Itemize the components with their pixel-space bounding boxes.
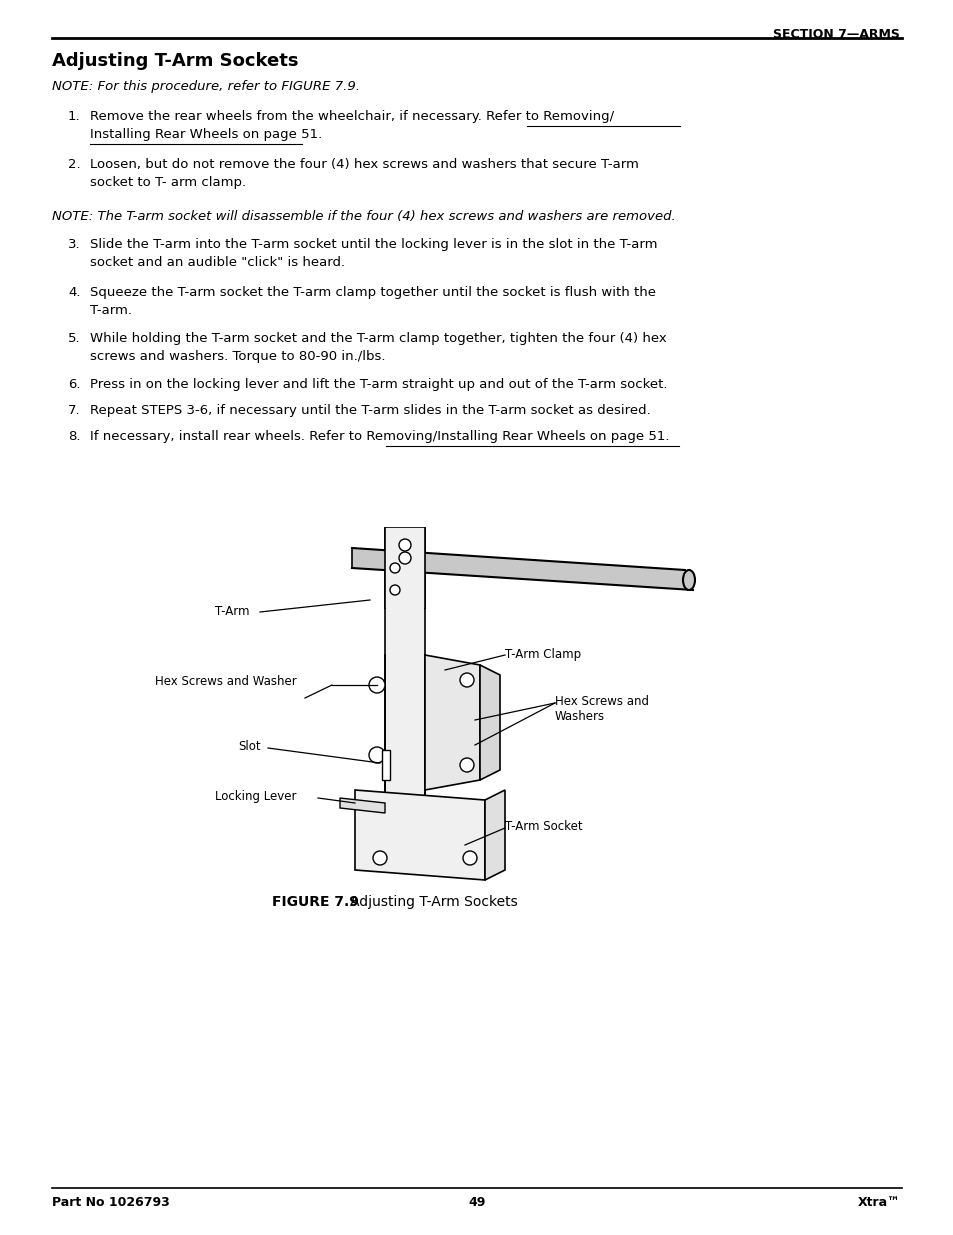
Text: While holding the T-arm socket and the T-arm clamp together, tighten the four (4: While holding the T-arm socket and the T… <box>90 332 666 345</box>
Bar <box>385 529 424 608</box>
Text: Part No 1026793: Part No 1026793 <box>52 1195 170 1209</box>
Text: NOTE: The T-arm socket will disassemble if the four (4) hex screws and washers a: NOTE: The T-arm socket will disassemble … <box>52 210 675 224</box>
Circle shape <box>398 552 411 564</box>
Circle shape <box>390 563 399 573</box>
Text: NOTE: For this procedure, refer to FIGURE 7.9.: NOTE: For this procedure, refer to FIGUR… <box>52 80 359 93</box>
Text: T-Arm Clamp: T-Arm Clamp <box>504 648 580 661</box>
Text: Repeat STEPS 3-6, if necessary until the T-arm slides in the T-arm socket as des: Repeat STEPS 3-6, if necessary until the… <box>90 404 650 417</box>
Text: FIGURE 7.9: FIGURE 7.9 <box>272 895 358 909</box>
Text: Loosen, but do not remove the four (4) hex screws and washers that secure T-arm: Loosen, but do not remove the four (4) h… <box>90 158 639 170</box>
Text: Locking Lever: Locking Lever <box>214 790 296 803</box>
Text: 5.: 5. <box>68 332 81 345</box>
Text: Hex Screws and Washer: Hex Screws and Washer <box>154 676 296 688</box>
Text: 6.: 6. <box>68 378 80 391</box>
Text: Adjusting T-Arm Sockets: Adjusting T-Arm Sockets <box>350 895 517 909</box>
Text: 8.: 8. <box>68 430 80 443</box>
Text: 2.: 2. <box>68 158 81 170</box>
Bar <box>381 750 390 781</box>
Circle shape <box>369 747 385 763</box>
Polygon shape <box>484 790 504 881</box>
Text: Slide the T-arm into the T-arm socket until the locking lever is in the slot in : Slide the T-arm into the T-arm socket un… <box>90 238 657 251</box>
Polygon shape <box>355 790 484 881</box>
Circle shape <box>462 851 476 864</box>
Text: 4.: 4. <box>68 287 80 299</box>
Ellipse shape <box>682 571 695 590</box>
Polygon shape <box>339 798 385 813</box>
Text: 49: 49 <box>468 1195 485 1209</box>
Circle shape <box>390 585 399 595</box>
Text: socket to T- arm clamp.: socket to T- arm clamp. <box>90 177 246 189</box>
Circle shape <box>459 673 474 687</box>
Text: Squeeze the T-arm socket the T-arm clamp together until the socket is flush with: Squeeze the T-arm socket the T-arm clamp… <box>90 287 656 299</box>
Text: 1.: 1. <box>68 110 81 124</box>
Text: Washers: Washers <box>555 710 604 722</box>
Bar <box>385 529 424 869</box>
Circle shape <box>369 677 385 693</box>
Circle shape <box>373 851 387 864</box>
Text: T-Arm Socket: T-Arm Socket <box>504 820 582 832</box>
Text: 3.: 3. <box>68 238 81 251</box>
Text: Installing Rear Wheels on page 51.: Installing Rear Wheels on page 51. <box>90 128 322 141</box>
Polygon shape <box>424 655 479 790</box>
Text: If necessary, install rear wheels. Refer to Removing/Installing Rear Wheels on p: If necessary, install rear wheels. Refer… <box>90 430 669 443</box>
Text: Adjusting T-Arm Sockets: Adjusting T-Arm Sockets <box>52 52 298 70</box>
Circle shape <box>459 758 474 772</box>
Text: screws and washers. Torque to 80-90 in./lbs.: screws and washers. Torque to 80-90 in./… <box>90 350 385 363</box>
Circle shape <box>398 538 411 551</box>
Text: Slot: Slot <box>237 740 260 753</box>
Text: 7.: 7. <box>68 404 81 417</box>
Text: T-Arm: T-Arm <box>214 605 250 618</box>
Text: SECTION 7—ARMS: SECTION 7—ARMS <box>772 28 899 41</box>
Text: socket and an audible "click" is heard.: socket and an audible "click" is heard. <box>90 256 345 269</box>
Text: Xtra™: Xtra™ <box>857 1195 899 1209</box>
Text: Hex Screws and: Hex Screws and <box>555 695 648 708</box>
Polygon shape <box>352 548 692 590</box>
Text: Remove the rear wheels from the wheelchair, if necessary. Refer to Removing/: Remove the rear wheels from the wheelcha… <box>90 110 614 124</box>
Polygon shape <box>479 664 499 781</box>
Text: Press in on the locking lever and lift the T-arm straight up and out of the T-ar: Press in on the locking lever and lift t… <box>90 378 667 391</box>
Text: T-arm.: T-arm. <box>90 304 132 317</box>
